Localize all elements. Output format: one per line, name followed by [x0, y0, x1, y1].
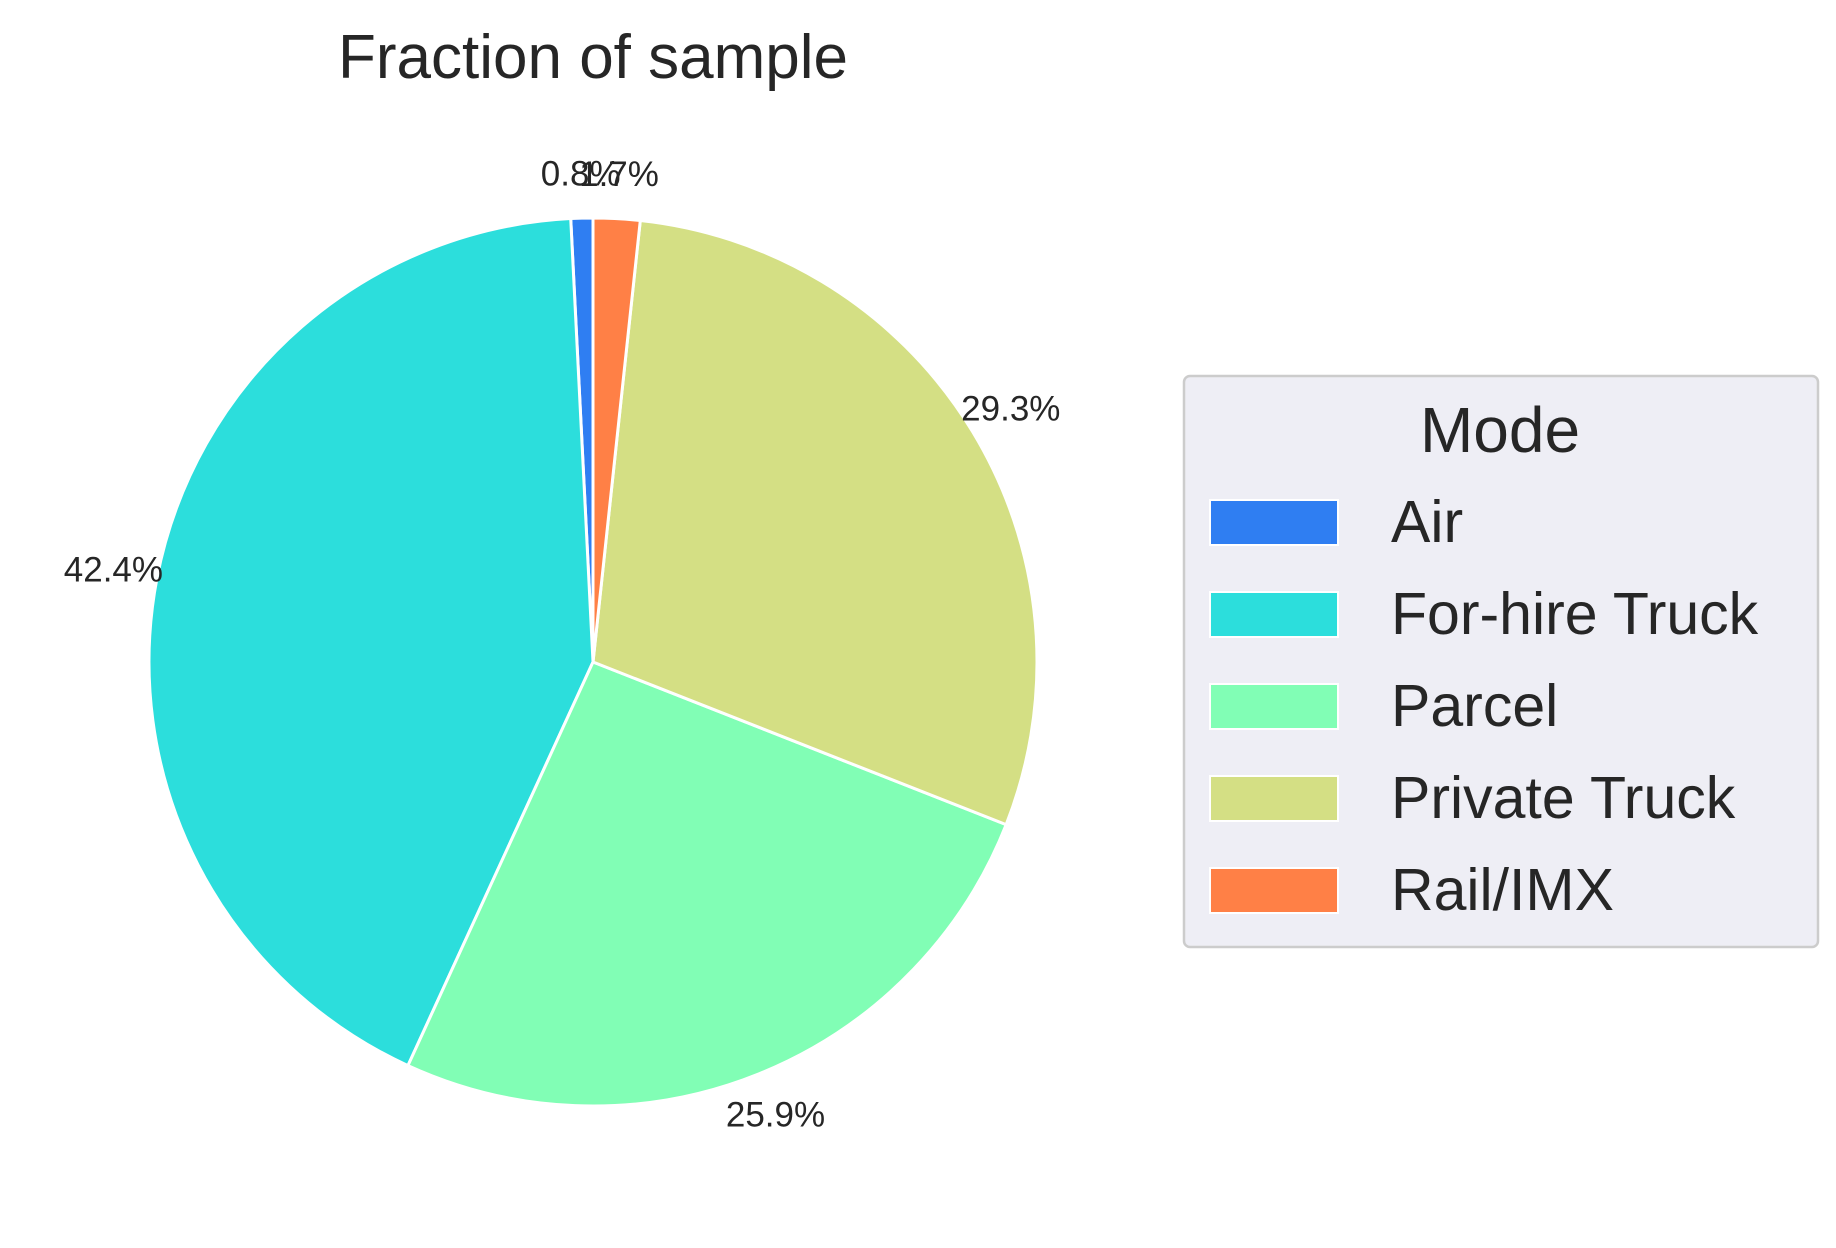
- legend-title: Mode: [1420, 394, 1580, 466]
- pie-slice-for-hire-truck: [147, 217, 595, 1068]
- legend-label-for-hire-truck: For-hire Truck: [1391, 581, 1759, 647]
- pct-label-air: 0.8%: [541, 154, 621, 193]
- pct-label-private-truck: 29.3%: [961, 390, 1060, 429]
- legend-label-air: Air: [1391, 489, 1463, 555]
- legend-label-parcel: Parcel: [1391, 673, 1558, 739]
- legend-label-rail-imx: Rail/IMX: [1391, 857, 1614, 923]
- legend-entries: Air For-hire Truck Parcel Private Truck Rail…: [1209, 489, 1759, 923]
- pct-label-rail-imx: 1.7%: [579, 155, 659, 194]
- legend: Mode Air For-hire Truck Parcel Private Truc…: [1182, 374, 1820, 949]
- legend-swatch-private-truck: [1209, 775, 1339, 822]
- pie-slice-rail-imx: [591, 216, 642, 664]
- legend-swatch-for-hire-truck: [1209, 591, 1339, 638]
- pct-label-parcel: 25.9%: [726, 1096, 825, 1135]
- percent-labels: 0.8% 42.4% 25.9% 29.3% 1.7%: [64, 154, 1061, 1134]
- legend-label-private-truck: Private Truck: [1391, 765, 1736, 831]
- pie-slice-private-truck: [591, 219, 1039, 827]
- pie-slice-parcel: [406, 660, 1008, 1108]
- pie-slices: [147, 216, 1039, 1108]
- legend-swatch-air: [1209, 499, 1339, 546]
- pct-label-for-hire-truck: 42.4%: [64, 550, 163, 589]
- legend-swatch-rail-imx: [1209, 867, 1339, 914]
- legend-swatch-parcel: [1209, 683, 1339, 730]
- chart-title: Fraction of sample: [338, 23, 848, 92]
- legend-box: [1182, 374, 1820, 949]
